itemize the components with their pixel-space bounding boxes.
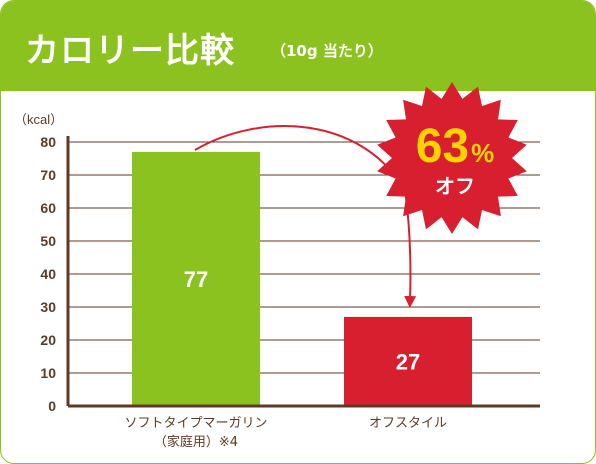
y-tick-label: 0 bbox=[48, 398, 56, 414]
bar bbox=[132, 151, 260, 406]
y-tick-label: 20 bbox=[40, 332, 56, 348]
y-axis-label: （kcal） bbox=[14, 112, 63, 127]
y-tick-label: 80 bbox=[40, 134, 56, 150]
x-tick-label-note: （家庭用）※4 bbox=[154, 434, 238, 450]
header-banner: カロリー比較 （10g 当たり） bbox=[1, 1, 595, 91]
y-tick-label: 60 bbox=[40, 200, 56, 216]
off-label: オフ bbox=[435, 174, 475, 198]
page-title: カロリー比較 bbox=[25, 31, 235, 71]
percent-off-badge: 63% オフ bbox=[377, 82, 527, 234]
y-tick-label: 10 bbox=[40, 365, 56, 381]
percent-value: 63% bbox=[416, 120, 495, 173]
percent-sign: % bbox=[471, 138, 494, 168]
page-subtitle: （10g 当たり） bbox=[271, 42, 383, 60]
bar-value-label: 27 bbox=[396, 349, 420, 374]
x-tick-label: ソフトタイプマーガリン bbox=[124, 416, 267, 431]
percent-number: 63 bbox=[416, 120, 469, 173]
y-tick-label: 40 bbox=[40, 266, 56, 282]
y-tick-label: 50 bbox=[40, 233, 56, 249]
bar bbox=[344, 316, 472, 406]
starburst-shape bbox=[377, 82, 527, 234]
bar-value-label: 77 bbox=[184, 267, 208, 292]
x-tick-label: オフスタイル bbox=[369, 416, 447, 431]
y-tick-label: 70 bbox=[40, 167, 56, 183]
y-tick-label: 30 bbox=[40, 299, 56, 315]
